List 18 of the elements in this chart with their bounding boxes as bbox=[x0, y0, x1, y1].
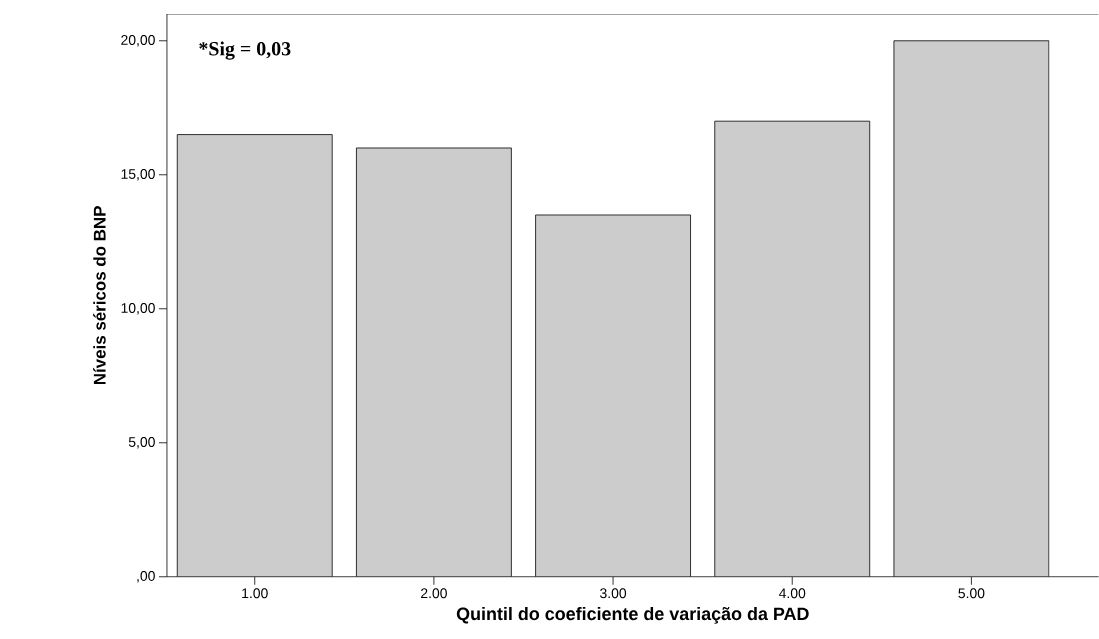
annotation: *Sig = 0,03 bbox=[199, 41, 291, 60]
y-tick-label: 15,00 bbox=[121, 169, 155, 181]
x-tick-label: 3.00 bbox=[600, 588, 627, 599]
x-axis-title: Quintil do coeficiente de variação da PAD bbox=[456, 607, 809, 624]
bar bbox=[356, 148, 512, 577]
x-tick-label: 1.00 bbox=[242, 588, 268, 599]
y-tick-label: 20,00 bbox=[121, 35, 155, 47]
x-tick-label: 2.00 bbox=[421, 588, 447, 599]
bar bbox=[535, 215, 691, 577]
bar bbox=[177, 134, 333, 577]
x-tick-label: 4.00 bbox=[778, 588, 806, 599]
y-axis-title: Níveis séricos do BNP bbox=[93, 206, 106, 385]
x-tick-label: 5.00 bbox=[958, 588, 985, 599]
y-tick-label: 10,00 bbox=[121, 303, 155, 315]
y-tick-label: ,00 bbox=[137, 571, 155, 583]
y-tick-label: 5,00 bbox=[128, 437, 155, 449]
bar bbox=[714, 121, 870, 577]
bar bbox=[893, 40, 1050, 577]
